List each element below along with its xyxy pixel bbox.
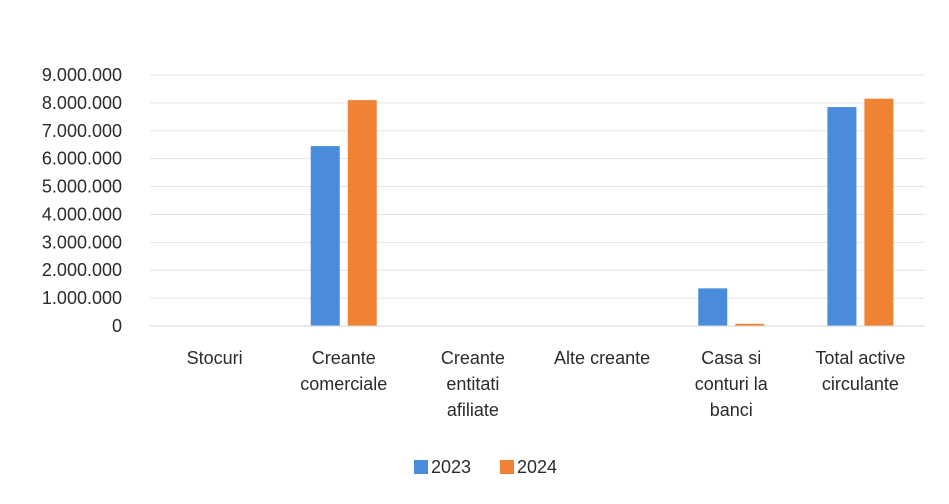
bar-2023-4: [698, 288, 728, 326]
x-category-label-line: entitati: [446, 374, 499, 394]
bar-2024-4: [735, 323, 765, 326]
x-category-label-line: Creante: [441, 348, 505, 368]
bars: [310, 98, 894, 326]
y-tick-label: 0: [112, 316, 122, 336]
y-tick-label: 4.000.000: [42, 204, 122, 224]
y-tick-label: 8.000.000: [42, 93, 122, 113]
y-tick-label: 1.000.000: [42, 288, 122, 308]
x-category-label-line: Total active: [815, 348, 905, 368]
y-tick-label: 7.000.000: [42, 121, 122, 141]
y-tick-label: 6.000.000: [42, 149, 122, 169]
x-category-label-line: afiliate: [447, 400, 499, 420]
x-category-label-line: banci: [710, 400, 753, 420]
x-category-label: Total active circulante: [815, 348, 905, 394]
bar-2023-5: [827, 107, 857, 326]
y-tick-label: 2.000.000: [42, 260, 122, 280]
legend: 2023 2024: [414, 457, 557, 477]
x-category-label-line: Creante: [312, 348, 376, 368]
x-category-label-line: comerciale: [300, 374, 387, 394]
y-tick-label: 3.000.000: [42, 232, 122, 252]
legend-swatch-2024: [500, 460, 514, 474]
x-category-label: Alte creante: [554, 348, 650, 368]
x-category-label-line: Stocuri: [187, 348, 243, 368]
x-category-label: Creante entitati afiliate: [441, 348, 505, 420]
legend-swatch-2023: [414, 460, 428, 474]
y-tick-label: 9.000.000: [42, 65, 122, 85]
x-category-label: Casa si conturi la banci: [695, 348, 769, 420]
legend-label: 2023: [431, 457, 471, 477]
x-category-label-line: Alte creante: [554, 348, 650, 368]
x-category-label-line: circulante: [822, 374, 899, 394]
x-category-label-line: Casa si: [701, 348, 761, 368]
x-category-label-line: conturi la: [695, 374, 769, 394]
bar-2024-5: [864, 98, 894, 326]
gridlines: [150, 74, 925, 299]
bar-2023-1: [310, 146, 340, 326]
bar-2024-1: [347, 100, 377, 326]
x-category-label: Stocuri: [187, 348, 243, 368]
y-tick-label: 5.000.000: [42, 177, 122, 197]
x-category-label: Creante comerciale: [300, 348, 387, 394]
legend-label: 2024: [517, 457, 557, 477]
x-axis-category-labels: Stocuri Creante comerciale Creante entitati a…: [187, 348, 906, 420]
y-axis-tick-labels: 0 1.000.000 2.000.000 3.000.000 4.000.000 5.0…: [42, 65, 122, 336]
